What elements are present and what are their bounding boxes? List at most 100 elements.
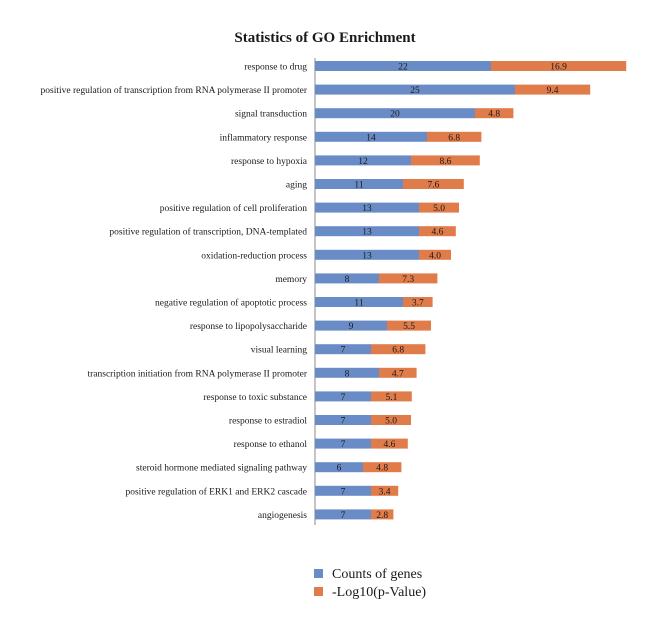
bar-counts-of-genes <box>315 485 371 496</box>
data-label-log10p: 4.6 <box>431 228 443 238</box>
data-label-log10p: 5.1 <box>385 393 397 403</box>
data-label-counts: 8 <box>345 369 350 379</box>
category-label: inflammatory response <box>220 132 307 143</box>
bar-log10-p-value <box>387 320 431 331</box>
data-label-log10p: 4.8 <box>376 464 388 474</box>
data-label-log10p: 6.8 <box>392 346 404 356</box>
data-label-counts: 13 <box>362 204 372 214</box>
category-label: response to hypoxia <box>231 157 308 167</box>
data-label-counts: 22 <box>398 63 408 73</box>
category-label: memory <box>275 275 307 285</box>
data-label-counts: 14 <box>366 133 376 143</box>
data-label-log10p: 7.3 <box>402 275 414 285</box>
legend-label-log10p: -Log10(p-Value) <box>332 585 426 600</box>
bar-log10-p-value <box>491 61 627 71</box>
bar-counts-of-genes <box>315 202 419 213</box>
bar-log10-p-value <box>427 131 482 142</box>
data-label-log10p: 3.4 <box>379 487 391 497</box>
data-label-counts: 7 <box>341 440 346 450</box>
data-label-log10p: 9.4 <box>547 86 559 96</box>
bar-log10-p-value <box>363 462 402 473</box>
data-label-log10p: 5.0 <box>385 417 397 427</box>
data-label-counts: 13 <box>362 251 372 261</box>
bar-counts-of-genes <box>315 462 363 473</box>
bar-counts-of-genes <box>315 131 427 142</box>
category-label: response to estradiol <box>229 417 307 427</box>
category-label: negative regulation of apoptotic process <box>155 298 307 309</box>
data-label-counts: 20 <box>390 110 400 120</box>
data-label-counts: 9 <box>349 322 354 332</box>
data-label-log10p: 3.7 <box>412 299 424 309</box>
bar-log10-p-value <box>371 509 394 520</box>
data-label-counts: 7 <box>341 393 346 403</box>
bar-counts-of-genes <box>315 61 491 71</box>
bar-log10-p-value <box>403 179 464 189</box>
bar-counts-of-genes <box>315 509 371 520</box>
bar-log10-p-value <box>379 273 438 284</box>
data-label-log10p: 6.8 <box>448 133 460 143</box>
category-label: visual learning <box>251 346 307 356</box>
bar-log10-p-value <box>411 155 480 166</box>
bar-log10-p-value <box>371 438 408 449</box>
category-label: signal transduction <box>235 110 307 120</box>
bar-counts-of-genes <box>315 415 371 425</box>
bar-log10-p-value <box>419 226 456 237</box>
data-label-counts: 25 <box>410 86 420 96</box>
bar-counts-of-genes <box>315 438 371 449</box>
data-label-log10p: 16.9 <box>550 63 567 73</box>
bar-log10-p-value <box>379 367 417 378</box>
data-label-counts: 7 <box>341 511 346 521</box>
category-label: oxidation-reduction process <box>201 251 307 261</box>
chart-title: Statistics of GO Enrichment <box>234 30 415 46</box>
legend-swatch-log10p <box>314 587 323 596</box>
bar-log10-p-value <box>371 391 412 402</box>
bar-log10-p-value <box>419 249 451 260</box>
data-label-log10p: 5.5 <box>403 322 415 332</box>
bar-log10-p-value <box>371 415 411 425</box>
bar-counts-of-genes <box>315 249 419 260</box>
data-label-log10p: 2.8 <box>376 511 388 521</box>
data-label-log10p: 4.7 <box>392 369 404 379</box>
category-label: positive regulation of transcription, DN… <box>109 227 307 238</box>
bar-log10-p-value <box>403 297 433 307</box>
bar-counts-of-genes <box>315 226 419 237</box>
data-label-counts: 7 <box>341 487 346 497</box>
data-label-counts: 7 <box>341 346 346 356</box>
bar-log10-p-value <box>371 344 426 355</box>
data-label-log10p: 7.6 <box>427 181 439 191</box>
bar-counts-of-genes <box>315 273 379 284</box>
data-label-counts: 13 <box>362 228 372 238</box>
legend-swatch-counts <box>314 569 323 578</box>
data-label-log10p: 8.6 <box>439 157 451 167</box>
legend-label-counts: Counts of genes <box>332 567 422 582</box>
category-label: positive regulation of transcription fro… <box>41 85 308 96</box>
bar-counts-of-genes <box>315 155 411 166</box>
bar-log10-p-value <box>419 202 459 213</box>
bar-counts-of-genes <box>315 84 515 95</box>
category-label: aging <box>286 181 307 191</box>
bar-counts-of-genes <box>315 320 387 331</box>
data-label-counts: 11 <box>354 181 363 191</box>
category-label: steroid hormone mediated signaling pathw… <box>136 464 307 474</box>
bar-counts-of-genes <box>315 344 371 355</box>
data-label-counts: 11 <box>354 299 363 309</box>
bar-counts-of-genes <box>315 391 371 402</box>
category-label: positive regulation of ERK1 and ERK2 cas… <box>125 486 307 497</box>
data-label-log10p: 4.6 <box>383 440 395 450</box>
bars-group: response to drug 22 16.9 positive regulatio… <box>41 61 627 521</box>
data-label-counts: 6 <box>337 464 342 474</box>
data-label-log10p: 4.0 <box>429 251 441 261</box>
data-label-log10p: 4.8 <box>488 110 500 120</box>
data-label-counts: 7 <box>341 417 346 427</box>
category-label: response to lipopolysaccharide <box>190 322 307 332</box>
category-label: response to drug <box>244 63 307 73</box>
bar-log10-p-value <box>475 108 514 119</box>
bar-log10-p-value <box>515 84 591 95</box>
category-label: transcription initiation from RNA polyme… <box>87 368 307 379</box>
legend: Counts of genes -Log10(p-Value) <box>314 567 426 600</box>
category-label: response to toxic substance <box>203 393 307 403</box>
data-label-log10p: 5.0 <box>433 204 445 214</box>
category-label: response to ethanol <box>234 440 308 450</box>
bar-log10-p-value <box>371 485 399 496</box>
